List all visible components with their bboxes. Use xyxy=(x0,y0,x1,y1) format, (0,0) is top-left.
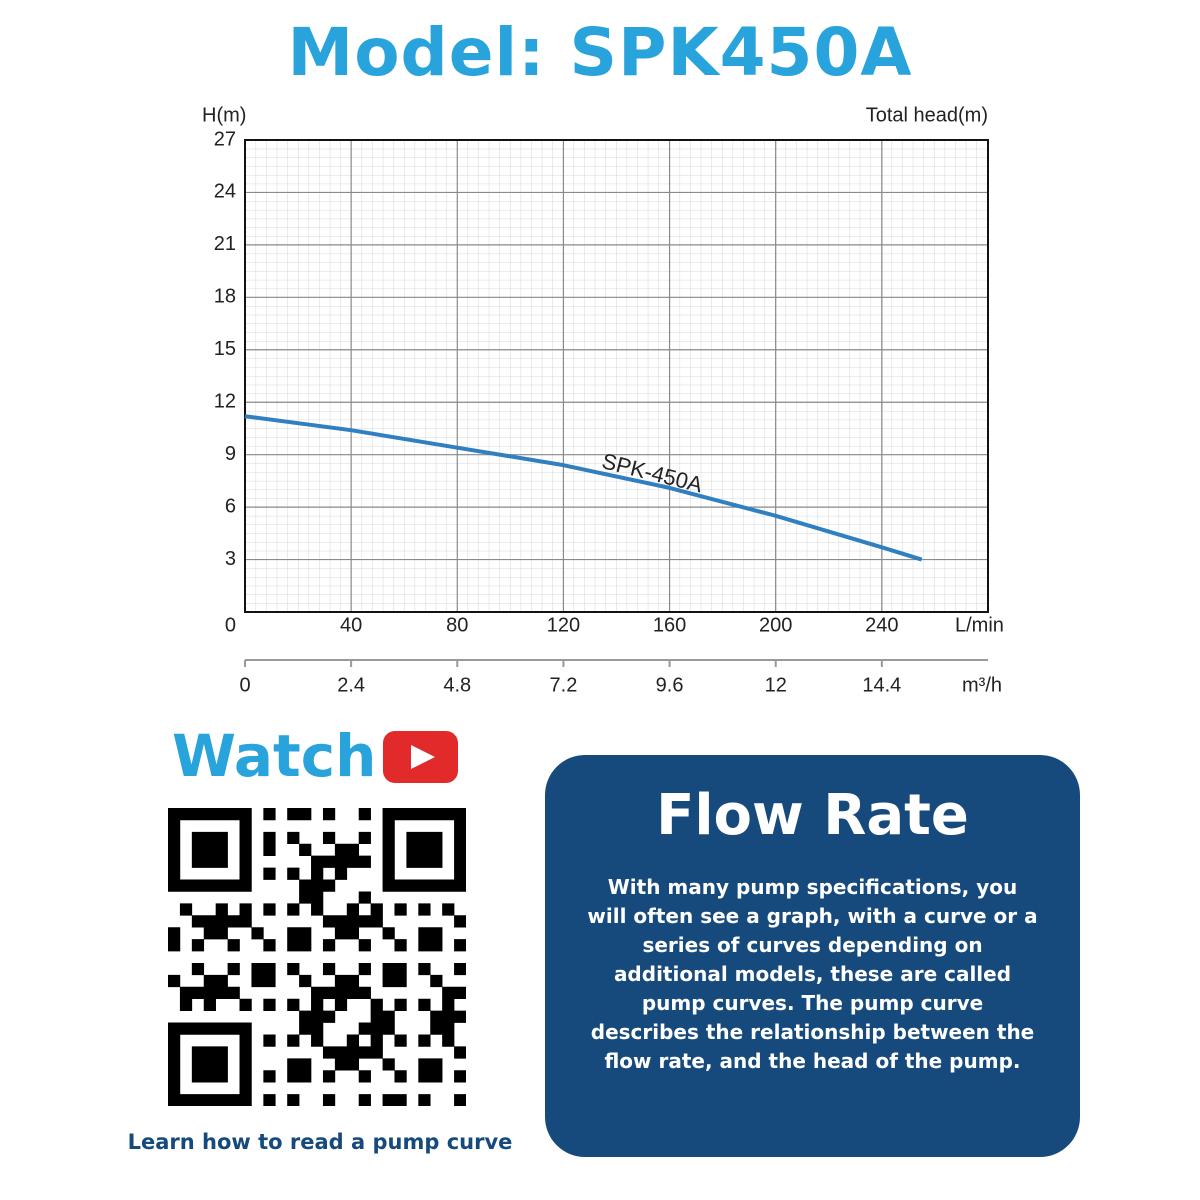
x-tick-label: 120 xyxy=(547,614,580,636)
watch-label: Watch xyxy=(172,722,376,790)
x-axis-label: L/min xyxy=(955,614,1004,636)
y-tick-label: 12 xyxy=(214,391,236,413)
x2-tick-label: 7.2 xyxy=(550,674,578,696)
y-tick-label: 0 xyxy=(225,614,236,636)
y-tick-label: 15 xyxy=(214,338,236,360)
info-text: With many pump specifications, you will … xyxy=(587,875,1038,1073)
x-tick-label: 40 xyxy=(340,614,362,636)
y-tick-label: 9 xyxy=(225,443,236,465)
x2-tick-label: 12 xyxy=(765,674,787,696)
play-triangle xyxy=(411,745,435,769)
watch-caption: Learn how to read a pump curve xyxy=(127,1130,513,1154)
chart-title: Total head(m) xyxy=(866,104,988,126)
chart: 0 3 6 9 12 15 18 21 24 27 40 80 120 160 200 240 0 2.4 4.8 7… xyxy=(202,104,1004,696)
x2-tick-label: 4.8 xyxy=(443,674,471,696)
info-title: Flow Rate xyxy=(656,783,969,848)
x2-tick-label: 0 xyxy=(239,674,250,696)
y-tick-label: 24 xyxy=(214,181,236,203)
data-line xyxy=(244,414,923,562)
qr-modules xyxy=(168,808,466,1106)
y-tick-label: 21 xyxy=(214,233,236,255)
page-title: Model: SPK450A xyxy=(287,14,913,91)
y-tick-label: 27 xyxy=(214,128,236,150)
qr-code xyxy=(168,808,466,1106)
y-tick-label: 6 xyxy=(225,495,236,517)
y-axis-label: H(m) xyxy=(202,104,246,126)
x2-axis-label: m³/h xyxy=(962,674,1002,696)
x2-tick-label: 9.6 xyxy=(656,674,684,696)
x-tick-label: 160 xyxy=(653,614,686,636)
x-tick-label: 240 xyxy=(865,614,898,636)
watch-text: Watch xyxy=(172,722,377,790)
x2-tick-label: 14.4 xyxy=(862,674,901,696)
plot-frame xyxy=(244,139,989,613)
minor-grid xyxy=(245,140,988,612)
y-tick-label: 18 xyxy=(214,286,236,308)
info-box: Flow Rate With many pump specifications,… xyxy=(545,755,1080,1157)
play-icon xyxy=(383,731,458,783)
x-tick-label: 80 xyxy=(446,614,468,636)
y-tick-label: 3 xyxy=(225,548,236,570)
x-tick-label: 200 xyxy=(759,614,792,636)
x2-tick-label: 2.4 xyxy=(337,674,365,696)
